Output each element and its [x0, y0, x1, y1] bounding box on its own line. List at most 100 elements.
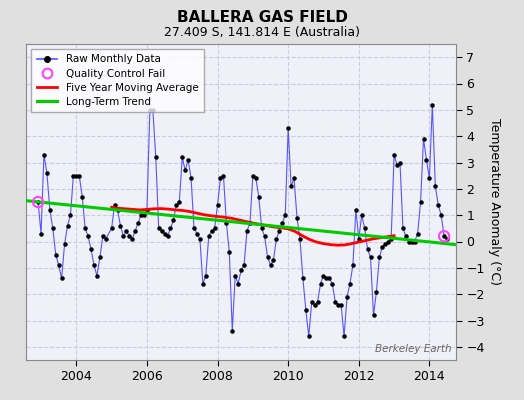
Point	[413, 230, 422, 237]
Point	[228, 328, 236, 334]
Point	[211, 225, 219, 232]
Point	[313, 299, 322, 305]
Point	[107, 225, 116, 232]
Point	[160, 230, 169, 237]
Point	[296, 236, 304, 242]
Point	[204, 233, 213, 240]
Point	[166, 225, 174, 232]
Point	[99, 233, 107, 240]
Point	[331, 299, 340, 305]
Point	[425, 175, 433, 182]
Point	[93, 272, 101, 279]
Point	[184, 157, 192, 163]
Point	[310, 302, 319, 308]
Point	[51, 252, 60, 258]
Point	[49, 225, 57, 232]
Point	[281, 212, 289, 218]
Point	[290, 175, 298, 182]
Point	[390, 152, 398, 158]
Point	[158, 228, 166, 234]
Point	[346, 280, 354, 287]
Point	[75, 172, 83, 179]
Point	[202, 272, 210, 279]
Point	[402, 233, 410, 240]
Point	[393, 162, 401, 168]
Point	[355, 236, 363, 242]
Point	[343, 294, 351, 300]
Point	[122, 228, 130, 234]
Point	[231, 272, 239, 279]
Point	[146, 107, 154, 113]
Text: Berkeley Earth: Berkeley Earth	[375, 344, 452, 354]
Point	[269, 257, 278, 263]
Point	[178, 154, 187, 160]
Point	[216, 175, 225, 182]
Point	[43, 170, 51, 176]
Point	[134, 220, 143, 226]
Point	[334, 302, 342, 308]
Point	[102, 236, 110, 242]
Point	[264, 254, 272, 260]
Point	[40, 152, 48, 158]
Point	[34, 199, 42, 205]
Point	[128, 236, 136, 242]
Point	[293, 214, 301, 221]
Point	[284, 125, 292, 132]
Point	[90, 262, 98, 268]
Point	[151, 154, 160, 160]
Point	[143, 207, 151, 213]
Y-axis label: Temperature Anomaly (°C): Temperature Anomaly (°C)	[488, 118, 501, 286]
Point	[252, 175, 260, 182]
Point	[405, 238, 413, 245]
Point	[58, 275, 66, 282]
Point	[399, 225, 407, 232]
Point	[322, 275, 331, 282]
Point	[428, 101, 436, 108]
Point	[275, 228, 283, 234]
Point	[84, 233, 92, 240]
Point	[234, 280, 242, 287]
Point	[266, 262, 275, 268]
Point	[131, 228, 139, 234]
Point	[434, 202, 442, 208]
Point	[181, 167, 189, 174]
Point	[255, 194, 263, 200]
Point	[396, 159, 404, 166]
Point	[60, 241, 69, 247]
Point	[187, 175, 195, 182]
Point	[63, 222, 72, 229]
Point	[328, 280, 336, 287]
Text: 27.409 S, 141.814 E (Australia): 27.409 S, 141.814 E (Australia)	[164, 26, 360, 39]
Point	[113, 207, 122, 213]
Point	[348, 262, 357, 268]
Point	[213, 202, 222, 208]
Point	[237, 267, 245, 274]
Point	[72, 172, 81, 179]
Point	[116, 222, 125, 229]
Point	[260, 233, 269, 240]
Point	[316, 280, 325, 287]
Point	[140, 212, 148, 218]
Point	[369, 312, 378, 318]
Point	[381, 241, 389, 247]
Point	[299, 275, 307, 282]
Point	[196, 236, 204, 242]
Point	[208, 228, 216, 234]
Point	[119, 233, 127, 240]
Point	[66, 212, 74, 218]
Point	[54, 262, 63, 268]
Point	[287, 183, 296, 189]
Point	[422, 157, 431, 163]
Point	[193, 230, 201, 237]
Point	[443, 236, 451, 242]
Point	[417, 199, 425, 205]
Point	[175, 199, 183, 205]
Point	[278, 220, 287, 226]
Point	[69, 172, 78, 179]
Point	[125, 233, 134, 240]
Point	[378, 244, 387, 250]
Point	[169, 217, 178, 224]
Point	[431, 183, 440, 189]
Point	[364, 246, 372, 253]
Point	[96, 254, 104, 260]
